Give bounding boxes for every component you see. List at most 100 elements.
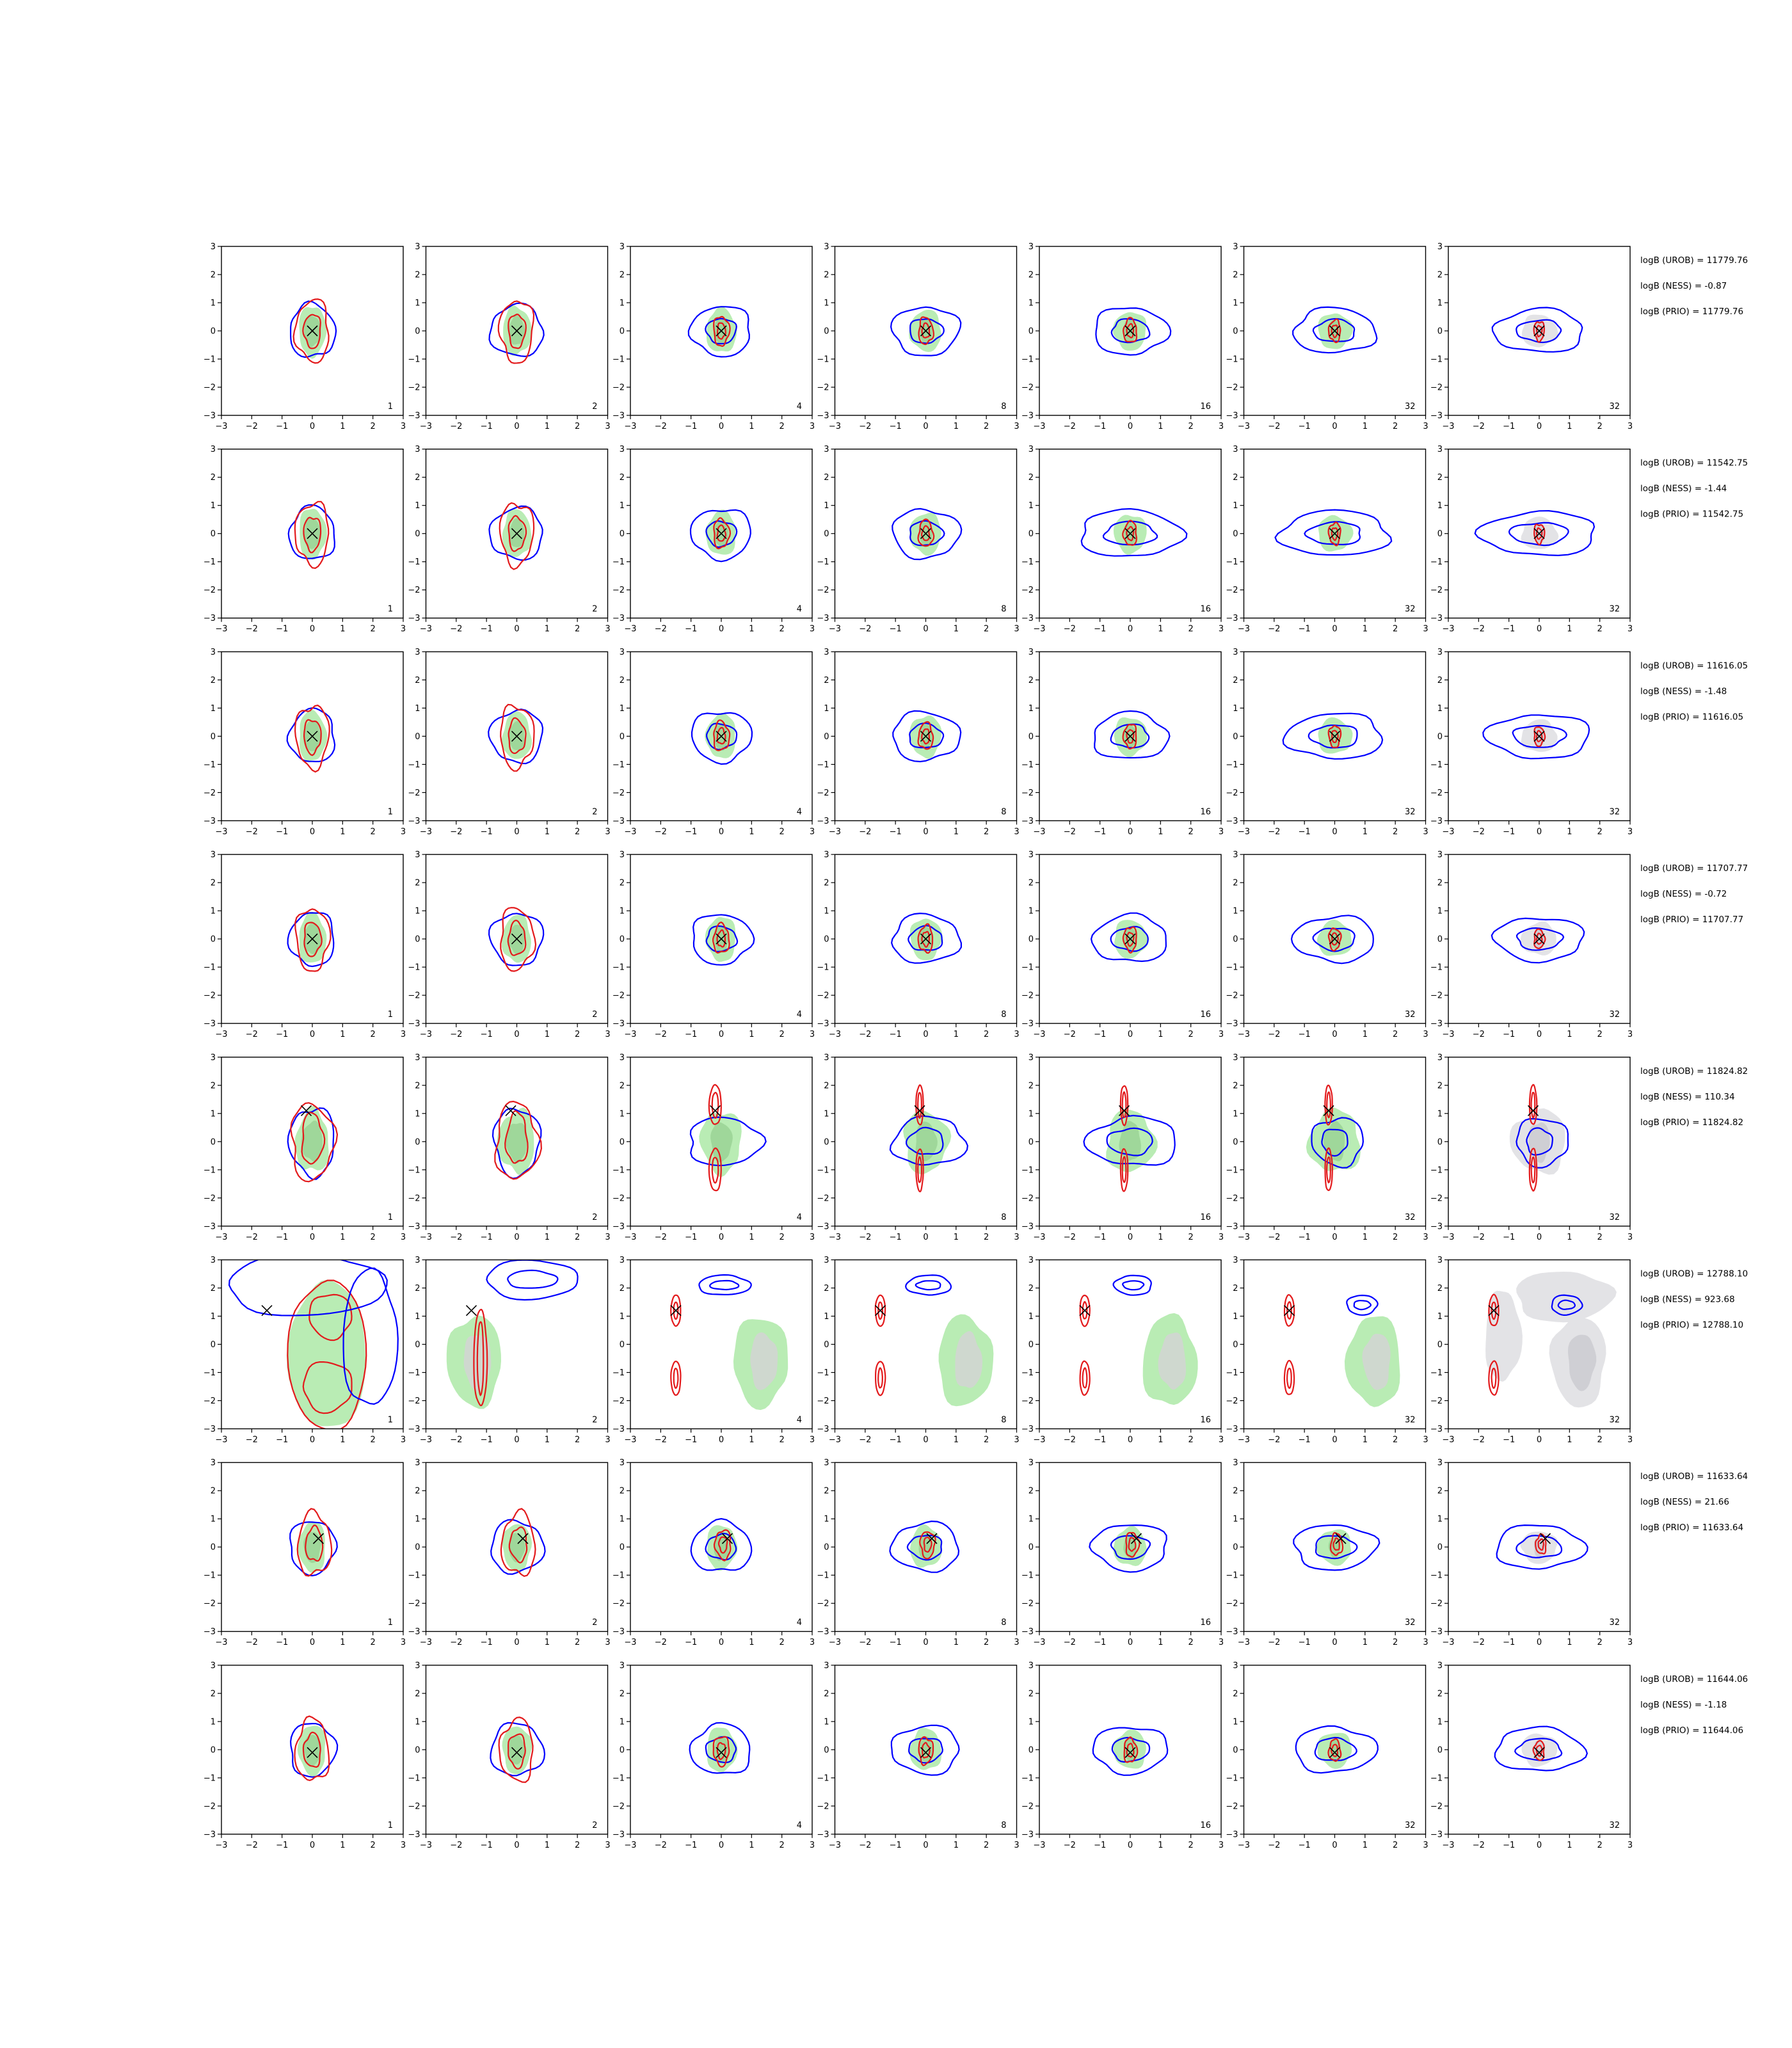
x-tick-label: 1 bbox=[1363, 1030, 1368, 1039]
y-tick-label: 3 bbox=[1233, 1053, 1238, 1062]
contour-red-outer bbox=[500, 907, 537, 972]
true-value-marker bbox=[1533, 933, 1545, 945]
plot-area bbox=[1494, 1725, 1588, 1772]
corner-label: 32 bbox=[1609, 1416, 1620, 1425]
x-tick-label: 2 bbox=[371, 1030, 376, 1039]
x-tick-label: 3 bbox=[1219, 625, 1224, 634]
contour-red-lower bbox=[1283, 1359, 1295, 1395]
x-tick-label: 3 bbox=[1219, 1233, 1224, 1242]
corner-label: 32 bbox=[1405, 807, 1416, 817]
contour-red-outer bbox=[500, 703, 535, 772]
plot-area bbox=[1080, 508, 1188, 557]
contour-red-outer bbox=[497, 300, 535, 364]
plot-area bbox=[670, 1274, 788, 1411]
contour-red-outer bbox=[1327, 927, 1342, 952]
plot-area bbox=[492, 1100, 543, 1180]
density-fill-inner bbox=[1567, 1334, 1597, 1391]
y-tick-label: 2 bbox=[1233, 1689, 1238, 1699]
contour-blue-inner bbox=[1308, 724, 1358, 749]
plot-area bbox=[1083, 1085, 1176, 1192]
x-tick-label: 3 bbox=[1014, 625, 1019, 634]
y-tick-label: −1 bbox=[1430, 963, 1443, 973]
x-tick-label: −2 bbox=[246, 1436, 258, 1445]
y-tick-label: 0 bbox=[824, 732, 829, 742]
x-tick-label: −1 bbox=[276, 827, 288, 836]
y-tick-label: 1 bbox=[211, 501, 216, 511]
contour-red-outer bbox=[1327, 318, 1341, 344]
contour-blue-outer bbox=[889, 1520, 960, 1573]
y-tick-label: 2 bbox=[620, 1284, 625, 1293]
y-tick-label: −3 bbox=[1021, 412, 1034, 421]
y-tick-label: 3 bbox=[415, 1661, 420, 1670]
y-tick-label: −2 bbox=[817, 383, 829, 393]
y-tick-label: 0 bbox=[1233, 1745, 1238, 1755]
contour-red-inner bbox=[301, 1112, 326, 1165]
x-tick-label: −2 bbox=[1473, 1030, 1485, 1039]
x-tick-label: 1 bbox=[1158, 422, 1163, 431]
contour-blue-outer bbox=[486, 1260, 579, 1301]
corner-label: 32 bbox=[1405, 1213, 1416, 1222]
y-tick-label: 3 bbox=[211, 1256, 216, 1265]
y-tick-label: 1 bbox=[1233, 704, 1238, 714]
x-tick-label: 2 bbox=[1393, 1030, 1398, 1039]
y-tick-label: −1 bbox=[1430, 760, 1443, 770]
x-tick-label: 1 bbox=[545, 1233, 550, 1242]
contour-blue-outer bbox=[287, 912, 335, 968]
contour-red-outer bbox=[294, 500, 330, 569]
x-tick-label: 3 bbox=[1423, 1436, 1428, 1445]
y-tick-label: 3 bbox=[211, 1661, 216, 1670]
panel-r2-c4: −3 −2 −1 0 1 2 3 3 2 1 0 −1 −2 −3 8 bbox=[817, 445, 1019, 634]
y-tick-label: 0 bbox=[1028, 1745, 1034, 1755]
contour-blue-outer bbox=[290, 300, 337, 358]
y-tick-label: 3 bbox=[1437, 648, 1443, 657]
contour-red-outer bbox=[294, 704, 330, 773]
y-tick-label: 1 bbox=[824, 501, 829, 511]
panel-r3-c4: −3 −2 −1 0 1 2 3 3 2 1 0 −1 −2 −3 8 bbox=[817, 648, 1019, 837]
x-tick-label: −3 bbox=[420, 1841, 432, 1850]
plot-area bbox=[290, 298, 337, 364]
y-tick-label: 1 bbox=[1233, 1312, 1238, 1322]
corner-label: 32 bbox=[1609, 605, 1620, 614]
y-tick-label: 0 bbox=[1028, 1137, 1034, 1147]
y-tick-label: 1 bbox=[620, 1109, 625, 1119]
x-tick-label: −3 bbox=[829, 1841, 841, 1850]
density-fill-inner bbox=[505, 1123, 527, 1164]
contour-red-inner bbox=[305, 1524, 324, 1562]
y-tick-label: 3 bbox=[824, 445, 829, 454]
y-tick-label: 3 bbox=[620, 1661, 625, 1670]
x-tick-label: 2 bbox=[1393, 1638, 1398, 1647]
y-tick-label: −3 bbox=[204, 1222, 216, 1231]
y-tick-label: 3 bbox=[620, 851, 625, 860]
y-tick-label: 2 bbox=[1028, 676, 1034, 685]
true-value-marker bbox=[1118, 1105, 1130, 1116]
y-tick-label: −1 bbox=[1430, 1368, 1443, 1378]
contour-blue-right bbox=[342, 1267, 399, 1405]
contour-red-inner bbox=[508, 1526, 528, 1564]
contour-blue-inner bbox=[1508, 522, 1569, 547]
y-tick-label: −1 bbox=[1021, 557, 1034, 567]
y-tick-label: 2 bbox=[1233, 473, 1238, 483]
contour-red-outer bbox=[294, 1715, 330, 1782]
contour-blue-inner bbox=[909, 722, 945, 749]
contour-blue-outer bbox=[692, 914, 755, 966]
y-tick-label: −2 bbox=[408, 788, 420, 798]
y-tick-label: −2 bbox=[1226, 1802, 1238, 1811]
density-fill-inner bbox=[710, 1122, 733, 1163]
x-tick-label: −2 bbox=[450, 1233, 462, 1242]
x-tick-label: 2 bbox=[371, 1436, 376, 1445]
contour-red-upper bbox=[874, 1294, 886, 1327]
contour-red-upper bbox=[708, 1084, 722, 1125]
x-tick-label: 3 bbox=[605, 1233, 610, 1242]
y-tick-label: −3 bbox=[612, 1222, 625, 1231]
true-value-marker bbox=[307, 730, 318, 742]
logb-stat: logB (NESS) = 923.68 bbox=[1640, 1295, 1735, 1305]
x-tick-label: 2 bbox=[1188, 1841, 1194, 1850]
contour-red-lower-inner bbox=[711, 1156, 719, 1184]
y-tick-label: 3 bbox=[415, 243, 420, 252]
x-tick-label: 3 bbox=[1014, 1030, 1019, 1039]
contour-red-inner bbox=[1331, 932, 1339, 946]
y-tick-label: 3 bbox=[415, 1053, 420, 1062]
x-tick-label: −3 bbox=[215, 827, 227, 836]
